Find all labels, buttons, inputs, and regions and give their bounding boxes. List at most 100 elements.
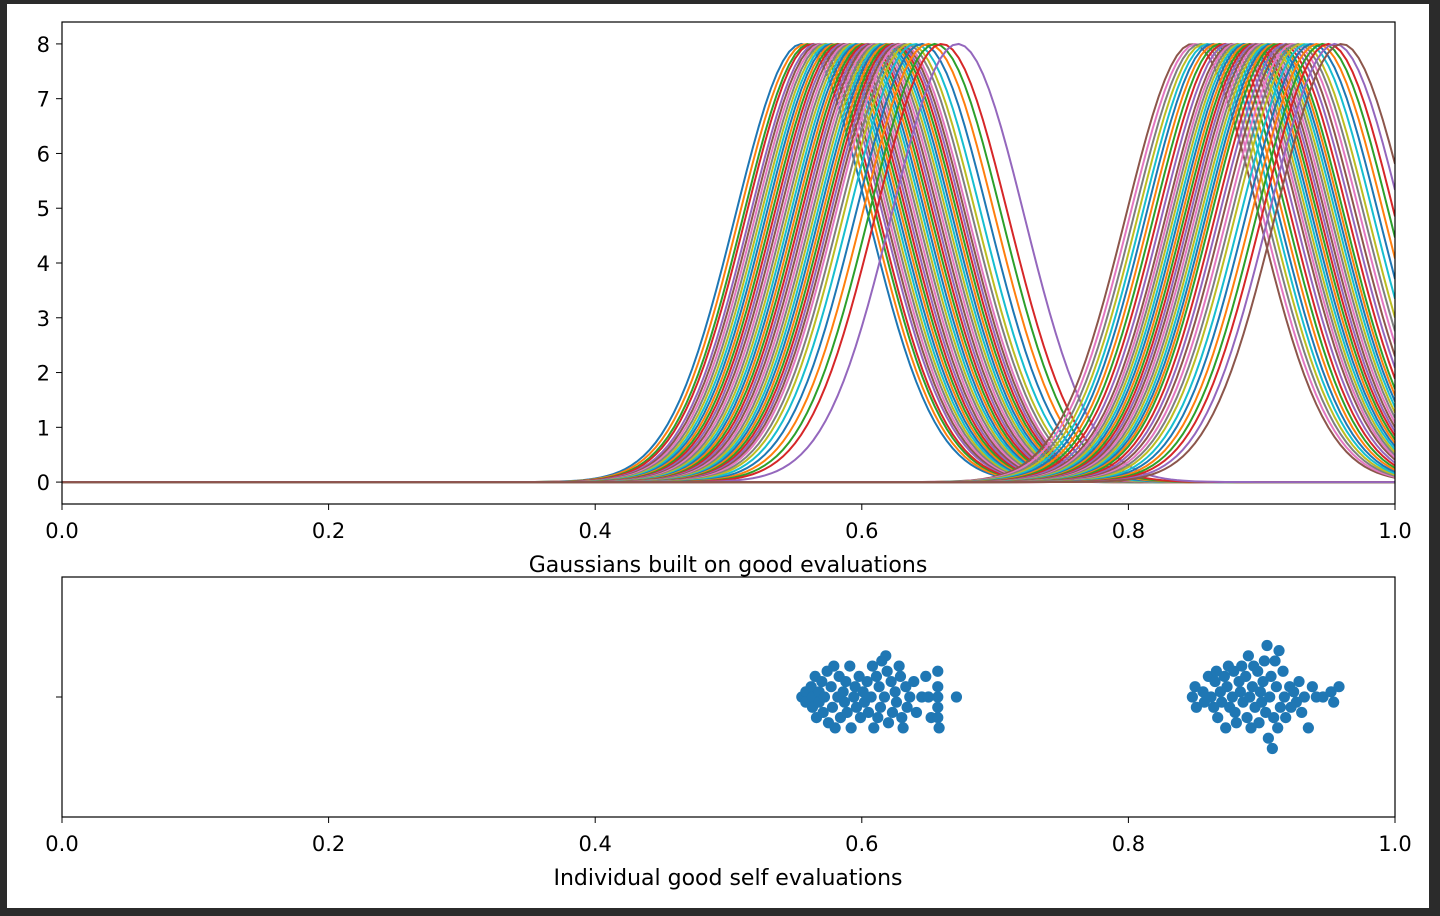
swarm-point [1273,645,1285,657]
figure-svg: 0.0 0.2 0.4 0.6 0.8 1.0 0 1 2 3 4 5 6 7 8 Gaussians b… [37,21,1412,891]
swarm-point [1272,722,1284,734]
x-tick-label: 1.0 [1378,519,1411,543]
swarm-point [1240,670,1252,683]
swarm-point [1296,706,1308,719]
swarm-point [1298,691,1310,703]
swarm-point [837,686,849,698]
swarm-point [882,717,895,729]
swarm-scatter-chart: 0.0 0.2 0.4 0.6 0.8 1.0 Individual good self … [45,576,1412,891]
swarm-point [1254,686,1266,698]
swarm-point [1277,665,1289,677]
swarm-point [894,670,907,683]
swarm-point [1209,675,1221,688]
swarm-point [1210,665,1222,677]
swarm-point [900,681,912,693]
swarm-point [861,675,873,688]
x-tick-label: 1.0 [1378,832,1411,856]
swarm-point [897,722,909,734]
swarm-point [854,712,867,724]
swarm-point [840,675,852,688]
swarm-point [910,706,923,719]
x-tick-label: 0.6 [845,832,878,856]
gaussian-line-chart: 0.0 0.2 0.4 0.6 0.8 1.0 0 1 2 3 4 5 6 7 8 Gaussians b… [37,21,1412,578]
swarm-point [844,660,856,672]
swarm-point [1241,712,1253,724]
swarm-point [818,691,831,703]
bottom-x-axis: 0.0 0.2 0.4 0.6 0.8 1.0 [45,817,1412,856]
swarm-point [868,722,880,734]
swarm-point [1266,742,1278,755]
y-tick-label: 6 [37,142,50,166]
swarm-point [1274,701,1286,713]
x-tick-label: 0.8 [1112,832,1145,856]
swarm-point [1242,650,1254,662]
swarm-point [1278,691,1290,703]
swarm-point [828,660,840,672]
swarm-point [932,701,944,713]
swarm-point [1190,701,1202,713]
swarm-point [1265,670,1277,683]
y-tick-label: 5 [37,197,50,221]
swarm-point [1290,696,1302,708]
y-tick-label: 8 [37,33,50,57]
swarm-point [881,665,893,677]
swarm-point [1260,706,1272,719]
swarm-point [1264,691,1276,703]
swarm-point [1302,722,1314,734]
swarm-point [1328,696,1340,708]
swarm-point [1186,691,1198,703]
swarm-point [1226,691,1238,703]
swarm-point [1256,696,1268,708]
swarm-point [816,675,828,688]
swarm-point [1306,681,1318,693]
swarm-point [841,706,853,719]
swarm-point [1246,681,1258,693]
swarm-point [862,706,875,719]
swarm-point [908,675,920,688]
swarm-point [865,691,877,703]
swarm-point [886,706,899,719]
swarm-point [889,686,901,698]
swarm-point [904,691,916,703]
swarm-point [932,681,944,693]
swarm-point [890,696,903,708]
x-tick-label: 0.0 [45,519,78,543]
y-tick-label: 7 [37,88,50,112]
x-tick-label: 0.2 [312,832,345,856]
swarm-point [874,701,887,713]
swarm-point [866,660,879,672]
swarm-point [1280,712,1292,724]
swarm-point [1228,665,1240,677]
swarm-point [848,691,860,703]
swarm-point [1221,681,1233,693]
swarm-point [1317,691,1329,703]
swarm-point [872,712,884,724]
swarm-point [1257,675,1269,688]
swarm-point [1261,639,1273,652]
y-tick-label: 1 [37,416,50,440]
x-tick-label: 0.8 [1112,519,1145,543]
y-tick-label: 2 [37,362,50,386]
swarm-point [838,696,851,708]
swarm-point [1262,732,1274,744]
swarm-point [893,660,905,672]
top-x-axis-title: Gaussians built on good evaluations [529,553,928,578]
swarm-point [1244,691,1256,703]
swarm-point [850,701,863,713]
figure-canvas: 0.0 0.2 0.4 0.6 0.8 1.0 0 1 2 3 4 5 6 7 8 Gaussians b… [7,4,1429,908]
swarm-point [901,701,913,713]
swarm-point [1218,670,1230,683]
gaussian-curves [62,42,1395,484]
gaussian-series-line [62,42,1395,484]
swarm-point [1208,701,1220,713]
swarm-point [825,681,837,693]
x-tick-label: 0.0 [45,832,78,856]
swarm-point [922,691,935,703]
swarm-point [1333,681,1345,693]
swarm-point [1216,696,1228,708]
swarm-point [829,722,841,734]
swarm-point [1269,655,1281,667]
swarm-point [1245,722,1257,734]
swarm-point [849,681,861,693]
